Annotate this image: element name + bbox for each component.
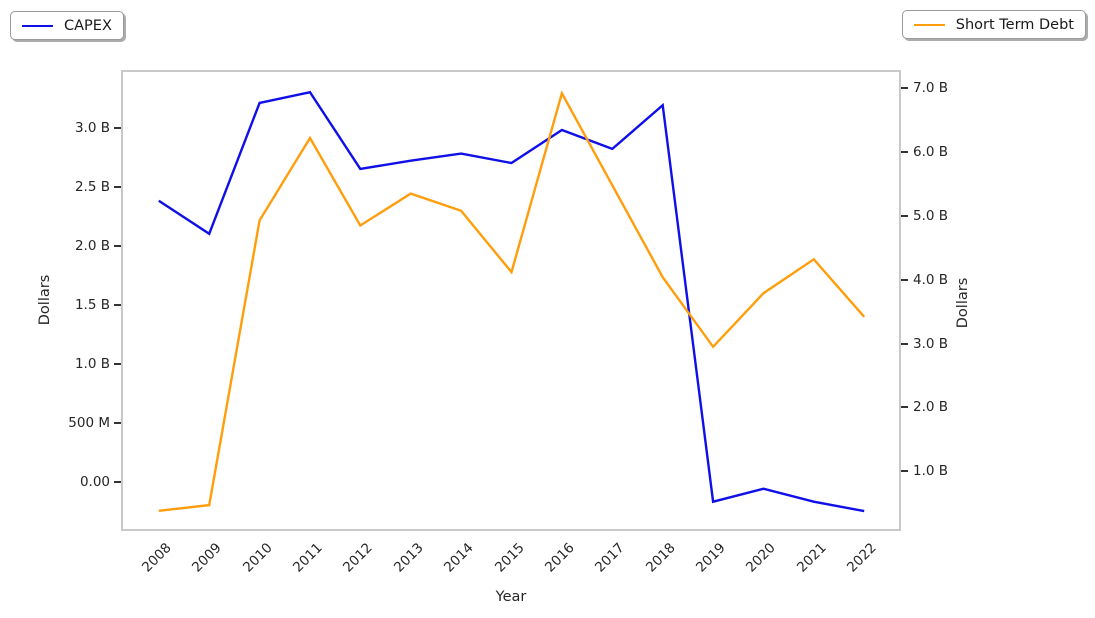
x-axis-tick-label: 2019 bbox=[692, 540, 729, 576]
x-axis-tick-label: 2017 bbox=[591, 540, 628, 576]
right-tick-mark bbox=[901, 215, 908, 217]
left-y-axis-title: Dollars bbox=[37, 274, 53, 326]
left-tick-mark bbox=[114, 422, 121, 424]
x-axis-tick-label: 2012 bbox=[339, 540, 376, 576]
x-axis-tick-label: 2022 bbox=[843, 540, 880, 576]
legend-short-term-debt: Short Term Debt bbox=[901, 10, 1086, 39]
right-tick-mark bbox=[901, 406, 908, 408]
right-tick-mark bbox=[901, 470, 908, 472]
plot-area bbox=[121, 70, 901, 531]
right-tick-mark bbox=[901, 279, 908, 281]
x-axis-tick-label: 2020 bbox=[742, 540, 779, 576]
legend-capex: CAPEX bbox=[10, 11, 124, 40]
left-axis-tick-label: 3.0 B bbox=[74, 120, 110, 136]
right-axis-tick-label: 5.0 B bbox=[913, 208, 949, 224]
right-axis-tick-label: 1.0 B bbox=[913, 463, 949, 479]
left-axis-tick-label: 0.00 bbox=[79, 474, 110, 490]
x-axis-tick-label: 2008 bbox=[138, 540, 175, 576]
left-tick-mark bbox=[114, 186, 121, 188]
right-tick-mark bbox=[901, 151, 908, 153]
right-axis-tick-label: 6.0 B bbox=[913, 144, 949, 160]
capex-line bbox=[158, 90, 865, 513]
right-axis-tick-label: 3.0 B bbox=[913, 336, 949, 352]
x-axis-tick-label: 2011 bbox=[289, 540, 326, 576]
left-tick-mark bbox=[114, 304, 121, 306]
right-axis-tick-label: 2.0 B bbox=[913, 399, 949, 415]
x-axis-tick-label: 2021 bbox=[793, 540, 830, 576]
right-axis-tick-label: 4.0 B bbox=[913, 272, 949, 288]
left-axis-tick-label: 1.0 B bbox=[74, 356, 110, 372]
x-axis-tick-label: 2014 bbox=[440, 540, 477, 576]
legend-capex-label: CAPEX bbox=[64, 17, 112, 34]
x-axis-tick-label: 2015 bbox=[491, 540, 528, 576]
plot-lines bbox=[158, 90, 866, 513]
x-axis-tick-label: 2018 bbox=[642, 540, 679, 576]
left-tick-mark bbox=[114, 245, 121, 247]
right-y-axis-title: Dollars bbox=[955, 277, 971, 329]
right-axis-tick-label: 7.0 B bbox=[913, 80, 949, 96]
right-tick-mark bbox=[901, 343, 908, 345]
left-tick-mark bbox=[114, 127, 121, 129]
left-axis-tick-label: 2.0 B bbox=[74, 238, 110, 254]
left-tick-mark bbox=[114, 481, 121, 483]
x-axis-tick-label: 2009 bbox=[188, 540, 225, 576]
legend-short-term-debt-label: Short Term Debt bbox=[955, 16, 1074, 33]
capex-legend-line-icon bbox=[22, 24, 53, 27]
x-axis-tick-label: 2016 bbox=[541, 540, 578, 576]
right-tick-mark bbox=[901, 87, 908, 89]
x-axis-tick-label: 2013 bbox=[390, 540, 427, 576]
left-axis-tick-label: 500 M bbox=[68, 415, 110, 431]
short-term-debt-line bbox=[158, 90, 866, 512]
left-tick-mark bbox=[114, 363, 121, 365]
x-axis-tick-label: 2010 bbox=[239, 540, 276, 576]
left-axis-tick-label: 2.5 B bbox=[74, 179, 110, 195]
x-axis-title: Year bbox=[495, 589, 527, 605]
short-term-debt-legend-line-icon bbox=[913, 23, 945, 26]
left-axis-tick-label: 1.5 B bbox=[74, 297, 110, 313]
